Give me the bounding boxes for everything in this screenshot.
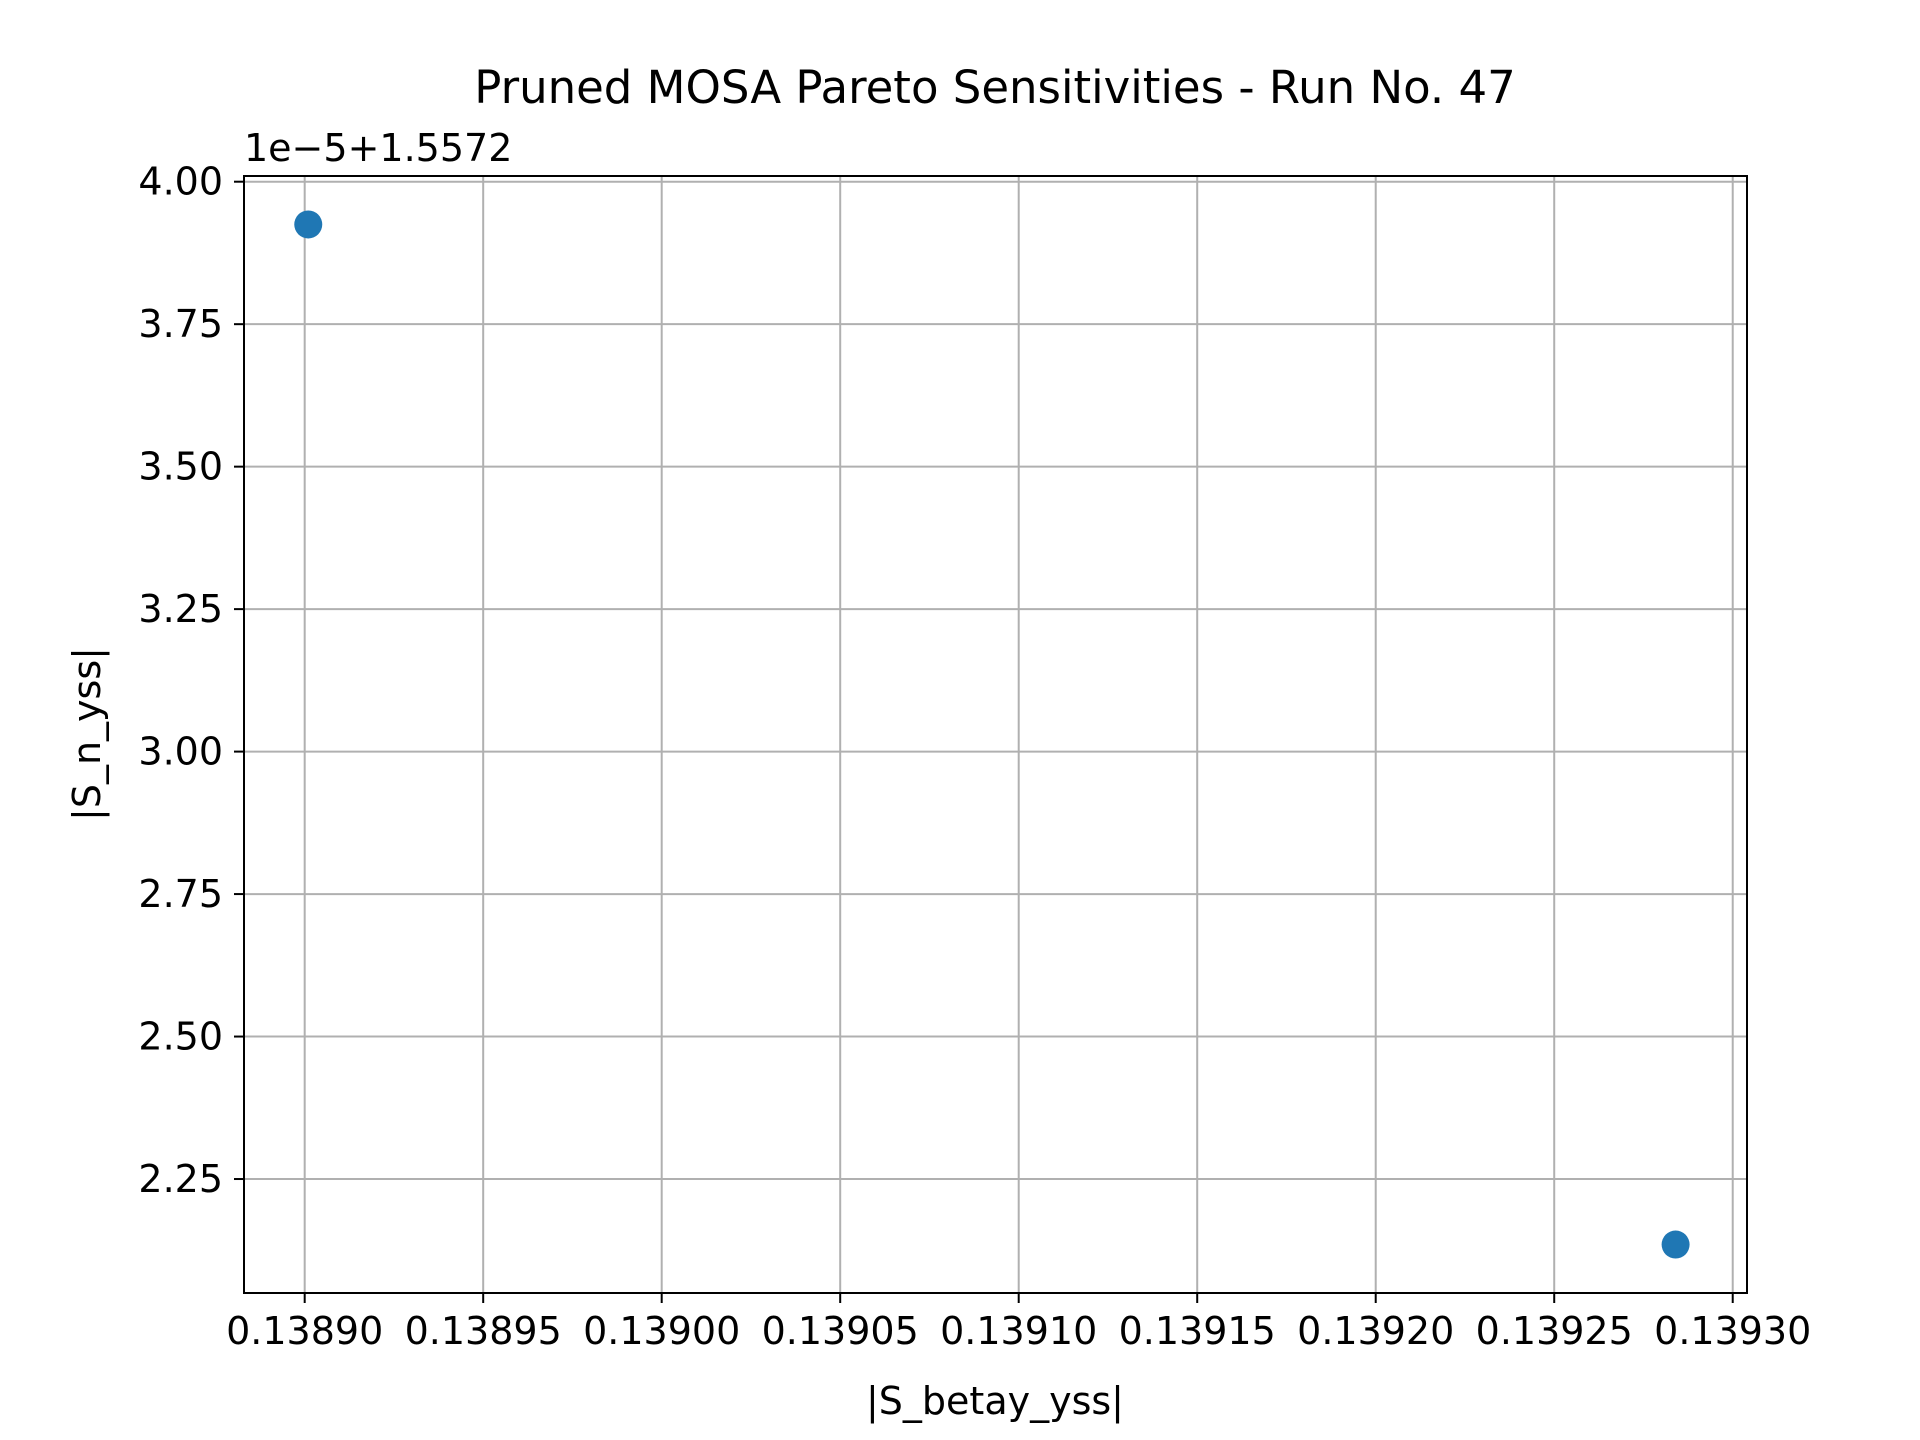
x-tick-label: 0.13910 xyxy=(940,1309,1097,1353)
y-tick-label: 4.00 xyxy=(138,160,223,204)
y-tick-label: 3.50 xyxy=(138,445,223,489)
x-tick-label: 0.13890 xyxy=(226,1309,383,1353)
ticks: 0.13890 0.13895 0.13900 0.13905 0.13910 0.139… xyxy=(138,160,1811,1353)
data-point xyxy=(294,210,323,239)
x-tick-label: 0.13920 xyxy=(1297,1309,1454,1353)
y-offset-label: 1e−5+1.5572 xyxy=(244,126,512,170)
y-tick-label: 2.25 xyxy=(138,1157,223,1201)
chart-title: Pruned MOSA Pareto Sensitivities - Run N… xyxy=(474,61,1516,114)
y-tick-label: 3.25 xyxy=(138,587,223,631)
x-tick-label: 0.13895 xyxy=(405,1309,562,1353)
y-tick-label: 3.00 xyxy=(138,730,223,774)
x-tick-label: 0.13905 xyxy=(762,1309,919,1353)
plot-frame xyxy=(243,175,1748,1294)
data-points xyxy=(294,210,1690,1259)
grid xyxy=(244,176,1747,1293)
plot-area xyxy=(244,176,1747,1293)
x-axis-label: |S_betay_yss| xyxy=(866,1379,1124,1424)
y-axis-label: |S_n_yss| xyxy=(65,647,110,821)
x-tick-label: 0.13925 xyxy=(1476,1309,1633,1353)
x-tick-label: 0.13900 xyxy=(583,1309,740,1353)
y-tick-label: 2.75 xyxy=(138,872,223,916)
x-tick-label: 0.13930 xyxy=(1654,1309,1811,1353)
x-tick-label: 0.13915 xyxy=(1119,1309,1276,1353)
y-tick-label: 3.75 xyxy=(138,302,223,346)
data-point xyxy=(1661,1230,1690,1259)
y-tick-label: 2.50 xyxy=(138,1015,223,1059)
